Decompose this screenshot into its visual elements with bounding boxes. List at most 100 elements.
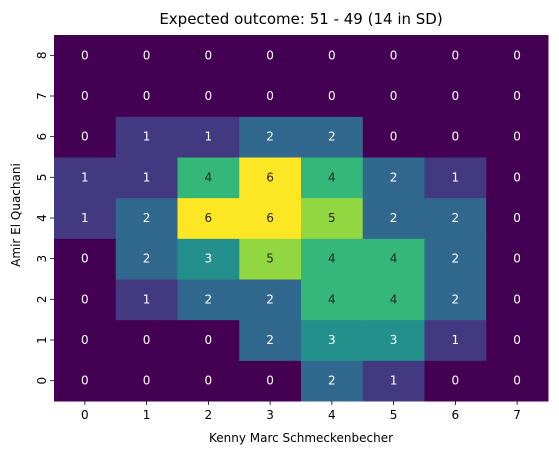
cell-value-label: 2 [390, 211, 398, 225]
cell-value-label: 0 [513, 89, 521, 103]
cell-value-label: 6 [205, 211, 213, 225]
heatmap-cell [54, 35, 117, 77]
cell-value-label: 4 [328, 292, 336, 306]
cell-value-label: 0 [513, 333, 521, 347]
heatmap-cell [486, 238, 549, 280]
cell-value-label: 3 [328, 333, 336, 347]
heatmap-cell [177, 238, 240, 280]
heatmap-cell [301, 35, 364, 77]
cell-value-label: 0 [143, 333, 151, 347]
cell-value-label: 2 [143, 252, 151, 266]
heatmap-cell [424, 279, 487, 321]
x-tick-label: 3 [266, 408, 274, 422]
heatmap-cell [301, 319, 364, 361]
heatmap-cell [362, 197, 425, 239]
heatmap-cell [362, 116, 425, 158]
heatmap-cell [486, 360, 549, 402]
heatmap-cell [362, 157, 425, 199]
cell-value-label: 0 [513, 48, 521, 62]
cell-value-label: 5 [266, 252, 274, 266]
cell-value-label: 0 [513, 374, 521, 388]
cell-value-label: 2 [452, 292, 460, 306]
cell-value-label: 4 [205, 170, 213, 184]
cell-value-label: 1 [390, 374, 398, 388]
x-tick-label: 1 [143, 408, 151, 422]
cell-value-label: 4 [390, 292, 398, 306]
cell-value-label: 5 [328, 211, 336, 225]
heatmap-cell [239, 157, 302, 199]
x-tick-label: 0 [81, 408, 89, 422]
heatmap-cell [424, 157, 487, 199]
heatmap-cell [54, 197, 117, 239]
y-tick-label: 7 [35, 92, 49, 100]
x-axis-label: Kenny Marc Schmeckenbecher [209, 431, 393, 445]
heatmap-cell [301, 279, 364, 321]
heatmap-cell [115, 197, 178, 239]
heatmap-cell [486, 197, 549, 239]
heatmap-cell [239, 197, 302, 239]
heatmap-cell [239, 75, 302, 117]
heatmap-cell [54, 238, 117, 280]
heatmap-cell [115, 116, 178, 158]
cell-value-label: 2 [328, 374, 336, 388]
heatmap-cell [301, 75, 364, 117]
cell-value-label: 0 [390, 130, 398, 144]
y-tick-label: 2 [35, 296, 49, 304]
cell-value-label: 0 [390, 48, 398, 62]
heatmap-cell [177, 197, 240, 239]
cell-value-label: 0 [205, 48, 213, 62]
heatmap-cell [486, 116, 549, 158]
heatmap-cell [54, 116, 117, 158]
y-axis-label: Amir El Quachani [9, 163, 23, 267]
heatmap-cell [362, 319, 425, 361]
cell-value-label: 1 [452, 333, 460, 347]
y-tick-label: 1 [35, 336, 49, 344]
cell-value-label: 0 [81, 333, 89, 347]
cell-value-label: 1 [81, 211, 89, 225]
cell-value-label: 0 [328, 48, 336, 62]
heatmap-cell [177, 157, 240, 199]
heatmap-cell [424, 35, 487, 77]
heatmap-cell [486, 279, 549, 321]
heatmap-cell [362, 238, 425, 280]
cell-value-label: 1 [205, 130, 213, 144]
heatmap-cell [301, 157, 364, 199]
cell-value-label: 0 [390, 89, 398, 103]
x-tick-label: 7 [513, 408, 521, 422]
cell-value-label: 2 [266, 333, 274, 347]
heatmap-cell [115, 238, 178, 280]
cell-value-label: 2 [143, 211, 151, 225]
cell-value-label: 0 [205, 333, 213, 347]
heatmap-cell [177, 116, 240, 158]
x-axis-ticks: 0 1 2 3 4 5 6 7 [81, 401, 521, 422]
heatmap-cell [239, 360, 302, 402]
heatmap-cell [54, 279, 117, 321]
cell-value-label: 0 [205, 89, 213, 103]
heatmap-cell [362, 75, 425, 117]
heatmap-cell [177, 319, 240, 361]
cell-value-label: 0 [513, 252, 521, 266]
heatmap-cell [115, 75, 178, 117]
y-tick-label: 5 [35, 174, 49, 182]
cell-value-label: 0 [266, 89, 274, 103]
y-tick-label: 6 [35, 133, 49, 141]
cell-value-label: 1 [143, 292, 151, 306]
heatmap-cell [115, 157, 178, 199]
heatmap-cell [301, 238, 364, 280]
heatmap-cell [54, 319, 117, 361]
cell-value-label: 2 [266, 292, 274, 306]
heatmap-cells [54, 35, 549, 402]
y-tick-label: 3 [35, 255, 49, 263]
heatmap-cell [486, 75, 549, 117]
y-tick-label: 4 [35, 214, 49, 222]
cell-value-label: 0 [81, 292, 89, 306]
heatmap-cell [486, 319, 549, 361]
heatmap-cell [486, 157, 549, 199]
cell-value-label: 1 [143, 130, 151, 144]
cell-value-label: 0 [452, 374, 460, 388]
heatmap-cell [177, 360, 240, 402]
x-tick-label: 2 [205, 408, 213, 422]
cell-value-labels: 0 0 0 0 2 1 0 0 0 0 0 2 3 3 1 0 0 1 2 2 4 4 2 0 0 2 3 5 4 4 2 0 1 2 6 6 5 2 2 0… [81, 48, 521, 387]
cell-value-label: 2 [266, 130, 274, 144]
